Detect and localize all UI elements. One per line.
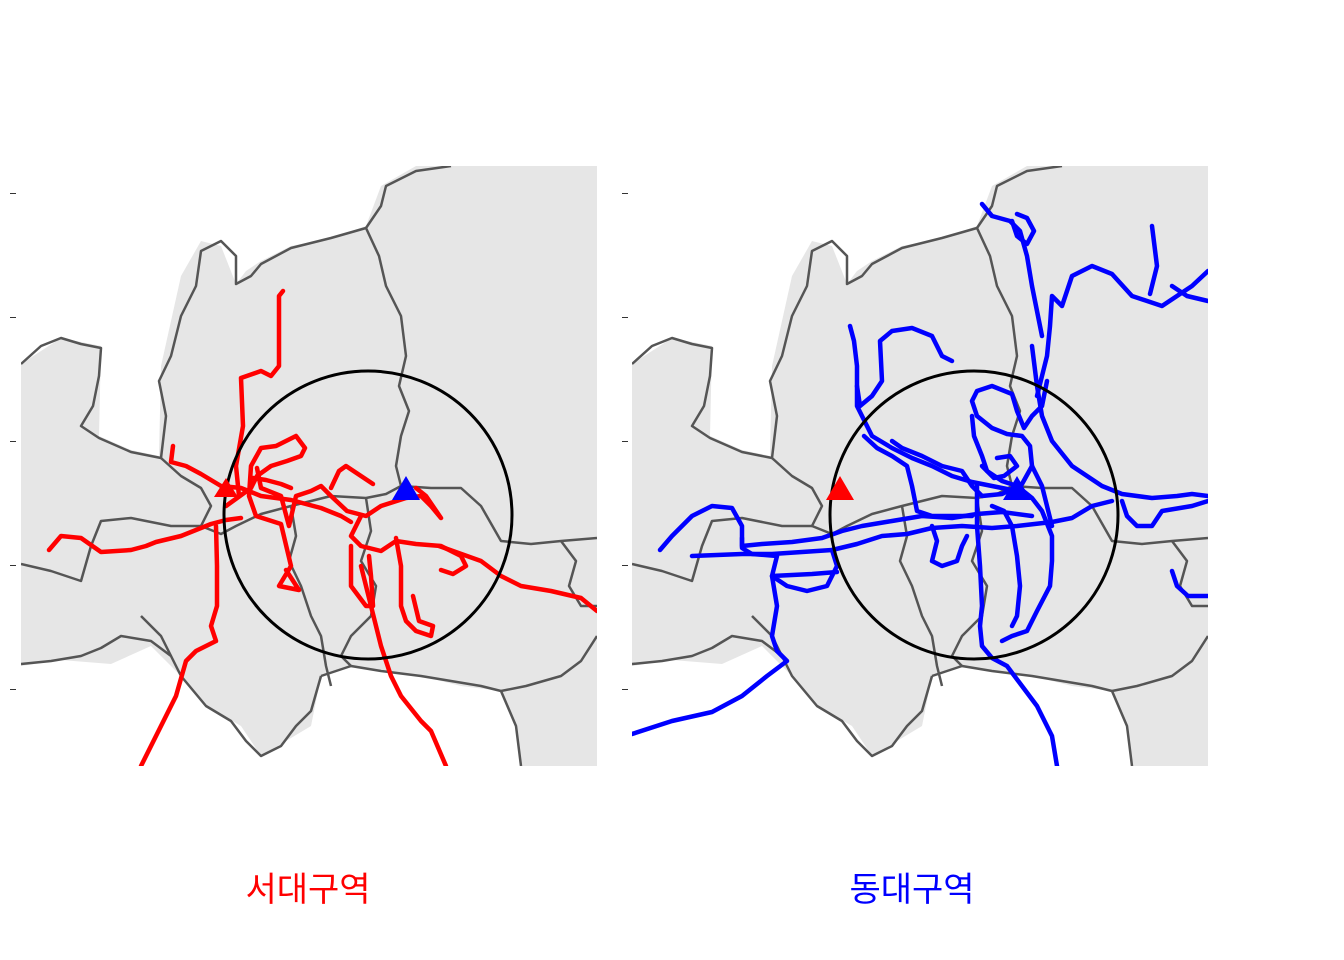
bus-route: [861, 433, 975, 519]
east-station-marker: [1003, 476, 1031, 500]
district-boundary: [768, 166, 1063, 459]
district-boundary: [975, 227, 1022, 487]
district-boundary: [950, 497, 989, 667]
bus-route: [1034, 263, 1208, 399]
district-boundary: [771, 457, 1208, 546]
bus-route: [1147, 223, 1160, 297]
bus-route: [1029, 463, 1055, 529]
district-boundary: [632, 634, 934, 758]
bus-route: [979, 453, 1020, 481]
map-panel-east: [632, 166, 1208, 766]
bus-route: [1009, 211, 1037, 247]
bus-route: [436, 543, 597, 614]
district-boundary: [560, 540, 597, 608]
district-boundary: [632, 516, 812, 583]
caption-west-station: 서대구역: [245, 870, 371, 910]
bus-route: [168, 443, 354, 525]
bus-route: [254, 465, 444, 529]
bus-route: [348, 513, 469, 577]
y-tick: [622, 317, 628, 318]
map-east: [632, 166, 1208, 766]
bus-route: [1169, 283, 1208, 304]
district-boundary: [140, 615, 173, 657]
bus-route: [1029, 343, 1208, 501]
y-tick: [622, 565, 628, 566]
district-boundary: [157, 166, 452, 459]
bus-route: [358, 563, 449, 766]
bus-route: [989, 503, 1023, 629]
catchment-circle: [222, 369, 514, 661]
district-boundary: [898, 505, 944, 687]
y-tick: [10, 317, 16, 318]
bus-route: [138, 523, 220, 766]
bus-route: [46, 515, 244, 555]
bus-route: [929, 523, 970, 569]
bus-route: [854, 325, 955, 409]
east-station-marker: [392, 476, 420, 500]
y-tick: [622, 441, 628, 442]
district-boundary: [500, 635, 597, 693]
y-tick: [10, 689, 16, 690]
district-boundary: [287, 505, 333, 687]
y-tick: [622, 689, 628, 690]
bus-route: [979, 201, 1045, 339]
bus-route: [847, 323, 1015, 493]
district-boundary: [364, 227, 411, 487]
bus-route: [393, 535, 436, 639]
map-west: [21, 166, 597, 766]
district-boundary: [21, 516, 201, 583]
bus-route: [1119, 498, 1208, 529]
y-tick: [622, 193, 628, 194]
map-panel-west: [21, 166, 597, 766]
y-tick: [10, 565, 16, 566]
bus-route: [223, 433, 308, 593]
west-station-marker: [214, 478, 238, 497]
bus-route: [769, 547, 840, 594]
y-tick: [10, 193, 16, 194]
catchment-circle: [828, 369, 1120, 661]
west-station-marker: [826, 476, 854, 500]
bus-route: [889, 378, 1050, 499]
land-area: [21, 166, 597, 766]
district-boundary: [160, 457, 597, 546]
district-boundary: [632, 336, 773, 460]
y-axis-ticks-left: [10, 166, 18, 766]
district-boundary: [1111, 635, 1208, 693]
district-boundary: [931, 664, 1134, 766]
y-axis-ticks-right: [622, 166, 630, 766]
y-tick: [10, 441, 16, 442]
bus-route: [974, 483, 1060, 766]
bus-route: [1169, 568, 1208, 599]
district-boundary: [21, 634, 323, 758]
bus-route: [328, 463, 376, 491]
caption-east-station: 동대구역: [849, 870, 975, 910]
district-boundary: [21, 336, 162, 460]
district-boundary: [320, 664, 523, 766]
bus-route: [689, 498, 1115, 559]
land-area: [632, 166, 1208, 766]
bus-route: [969, 413, 1055, 644]
bus-route: [250, 475, 294, 491]
